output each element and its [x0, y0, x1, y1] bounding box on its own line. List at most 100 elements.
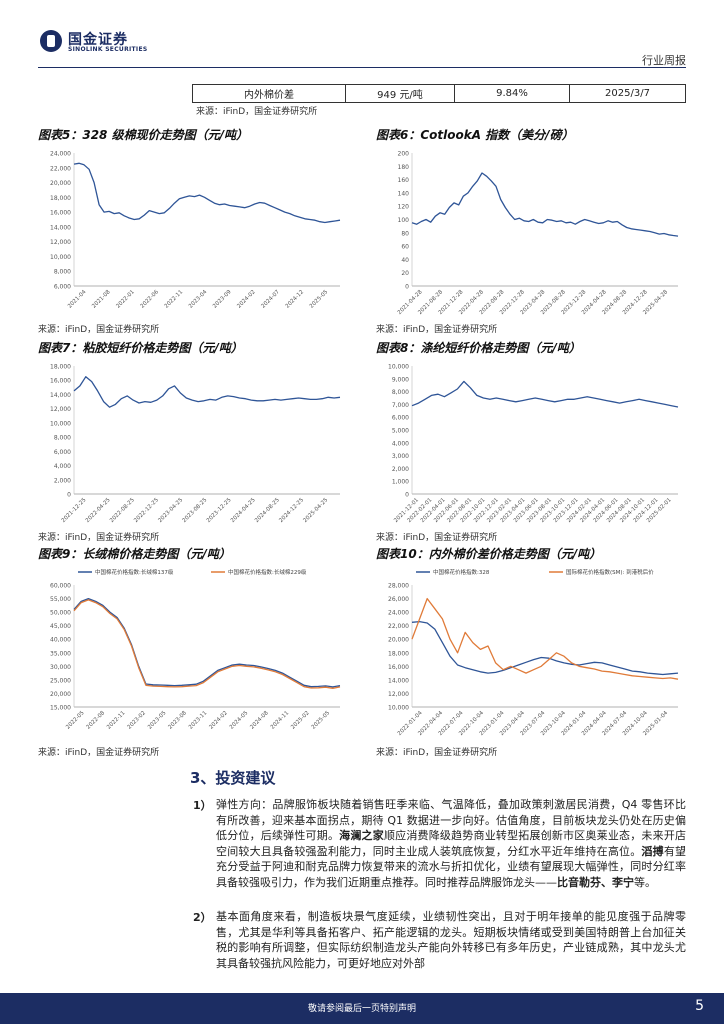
- y-tick-label: 2,000: [392, 466, 409, 473]
- y-tick-label: 180: [398, 164, 410, 171]
- y-tick-label: 3,000: [392, 453, 409, 460]
- y-tick-label: 24,000: [50, 151, 71, 158]
- y-tick-label: 12,000: [50, 406, 71, 413]
- y-tick-label: 9,000: [392, 376, 409, 383]
- y-tick-label: 0: [405, 492, 409, 499]
- y-tick-label: 40: [401, 257, 409, 264]
- y-tick-label: 1,000: [392, 479, 409, 486]
- series-line: [73, 599, 341, 689]
- legend-label: 中国棉花价格指数:328: [433, 568, 490, 576]
- para1-text-d: 有望充分受益于阿迪和耐克品牌力恢复带来的流水与折扣优化，业绩有望展现大幅弹性，同…: [216, 844, 687, 889]
- y-tick-label: 18,000: [50, 364, 71, 371]
- y-tick-label: 14,000: [388, 677, 409, 684]
- y-tick-label: 4,000: [54, 463, 71, 470]
- x-tick-label: 2022-05: [65, 710, 86, 731]
- chart6-source: 来源：iFinD，国金证券研究所: [376, 325, 498, 335]
- chart5-svg: 24,000 22,000 20,000 18,000 16,000 14,000 12,0…: [50, 151, 341, 310]
- table-source: 来源：iFinD，国金证券研究所: [196, 107, 318, 117]
- y-tick-label: 60: [401, 244, 409, 251]
- chart8-source: 来源：iFinD，国金证券研究所: [376, 533, 498, 543]
- chart6-title: 图表6：CotlookA 指数（美分/磅）: [376, 128, 574, 142]
- legend-label: 中国棉花价格指数:长绒棉137级: [95, 568, 174, 576]
- chart9-svg: 60,000 55,000 50,000 45,000 40,000 35,000 30,0…: [50, 568, 341, 731]
- x-tick-label: 2023-08: [167, 710, 188, 731]
- x-tick-label: 2025-05: [309, 289, 330, 310]
- y-tick-label: 20,000: [388, 637, 409, 644]
- chart9-title: 图表9：长绒棉价格走势图（元/吨）: [38, 547, 231, 561]
- series-line: [411, 172, 679, 237]
- y-tick-label: 16,000: [50, 210, 71, 217]
- report-type: 行业周报: [642, 54, 686, 67]
- para1-bold-brands: 比音勒芬、李宁: [557, 875, 634, 889]
- para1-text-e: 等。: [634, 875, 656, 889]
- table-cell: 9.84%: [454, 84, 570, 103]
- para2: 基本面角度来看，制造板块景气度延续，业绩韧性突出，且对于明年接单的能见度强于品牌…: [216, 910, 686, 970]
- y-tick-label: 0: [67, 492, 71, 499]
- y-tick-label: 22,000: [50, 165, 71, 172]
- chart9-source: 来源：iFinD，国金证券研究所: [38, 748, 160, 758]
- series-line: [411, 597, 679, 680]
- y-tick-label: 24,000: [388, 610, 409, 617]
- series-line: [73, 376, 341, 408]
- chart10-title: 图表10：内外棉价差价格走势图（元/吨）: [376, 547, 602, 561]
- y-tick-label: 14,000: [50, 392, 71, 399]
- chart5-source: 来源：iFinD，国金证券研究所: [38, 325, 160, 335]
- y-tick-label: 10,000: [50, 420, 71, 427]
- y-tick-label: 8,000: [54, 435, 71, 442]
- x-tick-label: 2025-05: [311, 710, 332, 731]
- y-tick-label: 55,000: [50, 596, 71, 603]
- series-line: [73, 162, 341, 224]
- page-number: 5: [695, 998, 704, 1014]
- chart5-title: 图表5：328 级棉现价走势图（元/吨）: [38, 128, 248, 142]
- y-tick-label: 35,000: [50, 650, 71, 657]
- x-tick-label: 2024-02: [208, 710, 228, 730]
- y-tick-label: 12,000: [388, 691, 409, 698]
- y-tick-label: 25,000: [50, 677, 71, 684]
- y-tick-label: 45,000: [50, 623, 71, 630]
- table-row: 内外棉价差 949 元/吨 9.84% 2025/3/7: [192, 84, 686, 103]
- chart10-source: 来源：iFinD，国金证券研究所: [376, 748, 498, 758]
- y-tick-label: 6,000: [392, 415, 409, 422]
- y-tick-label: 15,000: [50, 705, 71, 712]
- y-tick-label: 18,000: [388, 650, 409, 657]
- x-tick-label: 2022-11: [164, 289, 184, 309]
- x-tick-label: 2024-02: [236, 289, 256, 309]
- x-tick-label: 2024-11: [270, 710, 290, 730]
- y-tick-label: 12,000: [50, 239, 71, 246]
- x-tick-label: 2024-08: [249, 710, 270, 731]
- x-tick-label: 2024-07: [260, 289, 281, 310]
- footer-bar: [0, 993, 724, 1024]
- x-tick-label: 2023-09: [212, 289, 233, 310]
- x-tick-label: 2022-01: [115, 289, 135, 309]
- y-tick-label: 120: [398, 204, 410, 211]
- y-tick-label: 100: [398, 217, 410, 224]
- y-tick-label: 10,000: [388, 364, 409, 371]
- y-tick-label: 200: [398, 151, 410, 158]
- para1-number: 1）: [193, 799, 212, 812]
- series-line: [411, 620, 679, 676]
- x-tick-label: 2023-04: [188, 289, 209, 310]
- y-tick-label: 60,000: [50, 583, 71, 590]
- x-tick-label: 2023-02: [127, 710, 147, 730]
- para1-text-a: 弹性方向：品牌服饰板块随着销售旺季来临、气温降低，叠加政策刺激居民消费，Q4 零…: [216, 798, 686, 842]
- y-tick-label: 6,000: [54, 449, 71, 456]
- legend-label: 国际棉花价格指数(SM): 到港税后价: [566, 568, 654, 576]
- y-tick-label: 140: [398, 190, 410, 197]
- y-tick-label: 18,000: [50, 195, 71, 202]
- table-cell: 内外棉价差: [192, 84, 346, 103]
- x-tick-label: 2023-05: [147, 710, 168, 731]
- x-tick-label: 2022-06: [140, 289, 161, 310]
- y-tick-label: 28,000: [388, 583, 409, 590]
- y-tick-label: 80: [401, 230, 409, 237]
- chart6-svg: 2001801601401201008060402002021-04-28202…: [397, 151, 679, 316]
- x-tick-label: 2024-12: [285, 289, 305, 309]
- y-tick-label: 16,000: [50, 378, 71, 385]
- y-tick-label: 10,000: [50, 254, 71, 261]
- y-tick-label: 50,000: [50, 610, 71, 617]
- table-cell: 949 元/吨: [345, 84, 455, 103]
- chart8-title: 图表8：涤纶短纤价格走势图（元/吨）: [376, 341, 581, 355]
- y-tick-label: 30,000: [50, 664, 71, 671]
- para1-bold-hailan: 海澜之家: [339, 829, 384, 842]
- logo-text-en: SINOLINK SECURITIES: [68, 46, 148, 53]
- price-spread-table: 内外棉价差 949 元/吨 9.84% 2025/3/7: [192, 84, 686, 103]
